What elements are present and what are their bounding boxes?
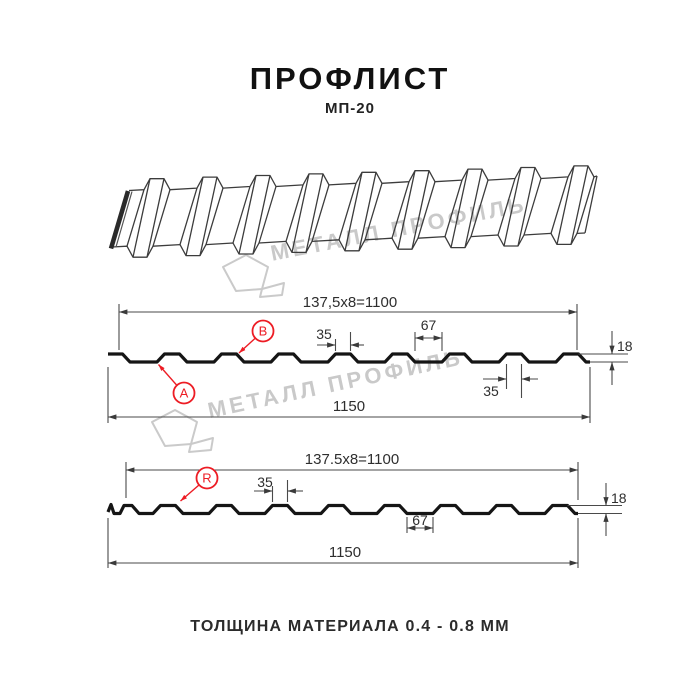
dim-total-label: 1150 [333,398,365,415]
callout-circle [195,466,219,490]
callout-b-label: B [259,324,268,339]
metall-profil-logo-icon [222,254,285,298]
sheet-3d-lines [108,165,598,258]
reference-lines [578,353,628,363]
extension-lines [107,367,591,423]
callout-a: A [157,364,196,405]
dim-height-label: 18 [617,338,633,354]
cross-section-top: 137,5x8=1100 35 67 18 35 1150 A [107,294,633,423]
callout-b: B [238,319,275,354]
sheet-3d-surface [112,176,597,247]
dim-rib-bottom-label: 35 [483,383,499,399]
callout-leader [238,337,256,354]
callout-r: R [180,466,219,502]
callout-circle [172,381,196,405]
dim-rib-top-label: 35 [257,474,273,490]
extension-lines [271,480,289,502]
dim-height-label: 18 [611,490,627,506]
extension-lines [414,332,443,351]
sheet-3d-view [112,176,597,247]
callout-leader [157,364,178,386]
sheet-far-edge [128,165,598,192]
profile-outline-r [106,502,578,516]
callout-r-label: R [202,471,211,486]
dim-valley-label: 67 [421,317,437,333]
callout-leader [180,484,200,502]
dim-rib-top-label: 35 [316,326,332,342]
metall-profil-logo-icon [151,409,214,453]
page-title: ПРОФЛИСТ [250,61,451,96]
sheet-cut-edge [108,190,131,250]
dim-valley-label: 67 [412,512,428,528]
extension-lines [334,332,352,351]
cross-section-bottom: 137.5x8=1100 35 67 18 1150 R [106,451,627,568]
dim-module-label: 137,5x8=1100 [303,294,397,311]
extension-lines [107,518,579,568]
reference-lines [567,504,622,515]
dim-total-label: 1150 [329,544,361,561]
profile-outline-ab [108,352,590,364]
dim-module-label: 137.5x8=1100 [305,451,399,468]
callout-a-label: A [180,386,189,401]
extension-lines [505,364,523,398]
sheet-rib-lines [126,165,598,258]
sheet-near-edge [111,232,586,258]
profile-model-label: МП-20 [325,100,375,117]
material-thickness-note: ТОЛЩИНА МАТЕРИАЛА 0.4 - 0.8 ММ [190,618,510,635]
callout-circle [251,319,275,343]
sheet-cut-edge-inner [115,191,133,248]
